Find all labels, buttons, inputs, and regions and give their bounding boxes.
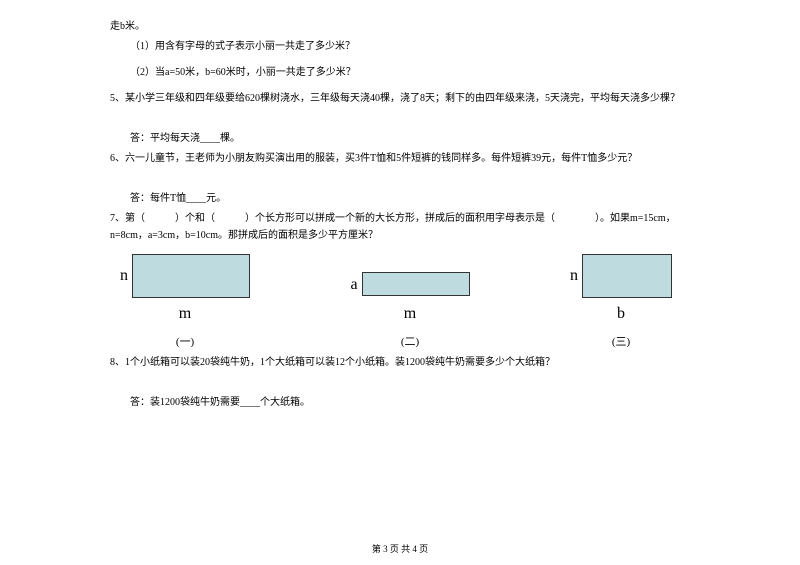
fig2-rectangle xyxy=(362,272,470,296)
fig3-caption: (三) xyxy=(612,333,630,352)
fig2-side-label: a xyxy=(350,271,357,298)
figure-1-rect-wrap: n xyxy=(120,254,250,298)
document-page: 走b米。 （1）用含有字母的式子表示小丽一共走了多少米？ （2）当a=50米，b… xyxy=(110,0,690,411)
question-6: 6、六一儿童节，王老师为小朋友购买演出用的服装，买3件T恤和5件短裤的钱同样多。… xyxy=(110,150,690,167)
fig3-rectangle xyxy=(582,254,672,298)
figure-2-rect-wrap: a xyxy=(350,271,469,298)
fig2-caption: (二) xyxy=(401,333,419,352)
figures-row: n m (一) a m (二) n b (三) xyxy=(110,254,690,352)
text-line: 走b米。 xyxy=(110,18,690,35)
fig3-bottom-label: b xyxy=(617,300,625,327)
answer-8: 答：装1200袋纯牛奶需要____个大纸箱。 xyxy=(110,394,690,411)
answer-5: 答：平均每天浇____棵。 xyxy=(110,130,690,147)
figure-1: n m (一) xyxy=(120,254,250,352)
fig1-caption: (一) xyxy=(176,333,194,352)
fig1-side-label: n xyxy=(120,262,128,289)
sub-question-1: （1）用含有字母的式子表示小丽一共走了多少米？ xyxy=(110,38,690,55)
fig1-rectangle xyxy=(132,254,250,298)
answer-6: 答：每件T恤____元。 xyxy=(110,190,690,207)
sub-question-2: （2）当a=50米，b=60米时，小丽一共走了多少米？ xyxy=(110,64,690,81)
question-7: 7、第（ ）个和（ ）个长方形可以拼成一个新的大长方形，拼成后的面积用字母表示是… xyxy=(110,210,690,244)
question-8: 8、1个小纸箱可以装20袋纯牛奶，1个大纸箱可以装12个小纸箱。装1200袋纯牛… xyxy=(110,354,690,371)
fig3-side-label: n xyxy=(570,262,578,289)
figure-2: a m (二) xyxy=(350,271,469,352)
figure-3-rect-wrap: n xyxy=(570,254,672,298)
figure-3: n b (三) xyxy=(570,254,672,352)
page-footer: 第 3 页 共 4 页 xyxy=(0,542,800,555)
question-5: 5、某小学三年级和四年级要给620棵树浇水，三年级每天浇40棵，浇了8天；剩下的… xyxy=(110,90,690,107)
fig1-bottom-label: m xyxy=(179,300,191,327)
fig2-bottom-label: m xyxy=(404,300,416,327)
